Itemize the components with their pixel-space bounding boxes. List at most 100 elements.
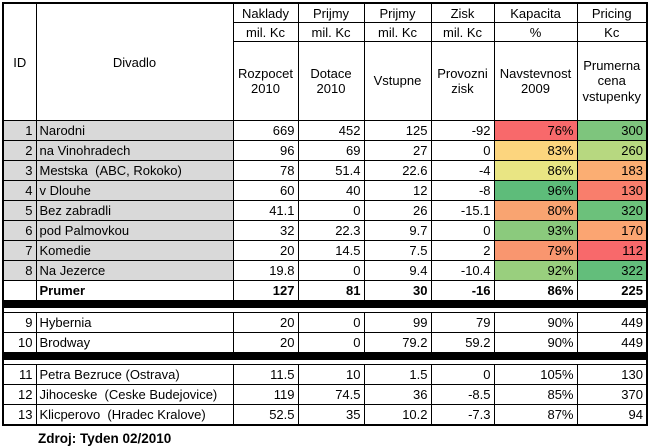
cell-name: Brodway [35, 332, 234, 353]
col-group-pricing: Pricing [576, 2, 648, 23]
table-row: 5 Bez zabradli 41.1 0 26 -15.1 80% 320 [2, 200, 648, 221]
col-group-zisk: Zisk [430, 2, 495, 23]
col-group-prijmy-2: Prijmy [363, 2, 432, 23]
cell-rozpocet: 669 [232, 120, 299, 141]
cell-rozpocet: 20 [232, 332, 299, 353]
header-row-labels: Rozpocet 2010 Dotace 2010 Vstupne Provoz… [3, 41, 648, 121]
cell-id: 10 [2, 332, 37, 353]
cell-pricing: 320 [576, 200, 648, 221]
cell-kapacita: 92% [493, 260, 578, 281]
cell-rozpocet: 96 [232, 140, 299, 161]
cell-dotace: 10 [297, 364, 365, 385]
cell-zisk: 0 [430, 220, 495, 241]
cell-pricing: 322 [576, 260, 648, 281]
cell-zisk: -10.4 [430, 260, 495, 281]
cell-vstupne: 1.5 [363, 364, 432, 385]
col-unit-prijmy-1: mil. Kc [297, 22, 365, 42]
cell-vstupne: 9.7 [363, 220, 432, 241]
cell-vstupne: 30 [363, 280, 432, 301]
cell-dotace: 22.3 [297, 220, 365, 241]
cell-rozpocet: 20 [232, 312, 299, 333]
cell-zisk: -16 [430, 280, 495, 301]
table-row: 10 Brodway 20 0 79.2 59.2 90% 449 [2, 332, 648, 353]
cell-pricing: 370 [576, 384, 648, 405]
cell-id: 5 [2, 200, 37, 221]
col-group-kapacita: Kapacita [493, 2, 578, 23]
col-unit-prijmy-2: mil. Kc [363, 22, 432, 42]
table-row: 7 Komedie 20 14.5 7.5 2 79% 112 [2, 240, 648, 261]
cell-zisk: -7.3 [430, 404, 495, 426]
cell-id: 1 [2, 120, 37, 141]
cell-name: Komedie [35, 240, 234, 261]
cell-id [2, 280, 37, 301]
col-unit-naklady: mil. Kc [232, 22, 299, 42]
col-label-navstevnost: Navstevnost 2009 [493, 41, 578, 121]
cell-vstupne: 99 [363, 312, 432, 333]
section-separator [2, 300, 648, 308]
cell-name: pod Palmovkou [35, 220, 234, 241]
cell-dotace: 69 [297, 140, 365, 161]
cell-zisk: -15.1 [430, 200, 495, 221]
header-row-units: mil. Kc mil. Kc mil. Kc mil. Kc % Kc [3, 22, 648, 42]
cell-vstupne: 27 [363, 140, 432, 161]
cell-id: 4 [2, 180, 37, 201]
cell-name: na Vinohradech [35, 140, 234, 161]
cell-rozpocet: 11.5 [232, 364, 299, 385]
cell-dotace: 51.4 [297, 160, 365, 181]
cell-name: Jihoceske (Ceske Budejovice) [35, 384, 234, 405]
cell-zisk: 79 [430, 312, 495, 333]
cell-kapacita: 87% [493, 404, 578, 426]
col-label-prumerna-cena: Prumerna cena vstupenky [576, 41, 648, 121]
table-row: 8 Na Jezerce 19.8 0 9.4 -10.4 92% 322 [2, 260, 648, 281]
table-row: 4 v Dlouhe 60 40 12 -8 96% 130 [2, 180, 648, 201]
cell-pricing: 94 [576, 404, 648, 426]
cell-zisk: -4 [430, 160, 495, 181]
cell-rozpocet: 127 [232, 280, 299, 301]
cell-vstupne: 10.2 [363, 404, 432, 426]
cell-rozpocet: 60 [232, 180, 299, 201]
cell-zisk: -8.5 [430, 384, 495, 405]
cell-name: Bez zabradli [35, 200, 234, 221]
cell-vstupne: 9.4 [363, 260, 432, 281]
cell-name: Na Jezerce [35, 260, 234, 281]
cell-pricing: 130 [576, 180, 648, 201]
table-row: 1 Narodni 669 452 125 -92 76% 300 [2, 120, 648, 141]
cell-id: 2 [2, 140, 37, 161]
cell-zisk: 0 [430, 364, 495, 385]
table-row: 3 Mestska (ABC, Rokoko) 78 51.4 22.6 -4 … [2, 160, 648, 181]
col-group-naklady: Naklady [232, 2, 299, 23]
cell-vstupne: 26 [363, 200, 432, 221]
cell-id: 7 [2, 240, 37, 261]
cell-kapacita: 90% [493, 312, 578, 333]
cell-pricing: 449 [576, 312, 648, 333]
cell-kapacita: 83% [493, 140, 578, 161]
cell-pricing: 225 [576, 280, 648, 301]
cell-id: 8 [2, 260, 37, 281]
cell-id: 3 [2, 160, 37, 181]
col-group-prijmy-1: Prijmy [297, 2, 365, 23]
cell-name: Petra Bezruce (Ostrava) [35, 364, 234, 385]
cell-vstupne: 36 [363, 384, 432, 405]
cell-dotace: 35 [297, 404, 365, 426]
section-separator [2, 352, 648, 360]
cell-pricing: 260 [576, 140, 648, 161]
source-note: Zdroj: Tyden 02/2010 [38, 431, 172, 446]
cell-name: Hybernia [35, 312, 234, 333]
cell-kapacita: 96% [493, 180, 578, 201]
header-row-groups: ID Divadlo Naklady Prijmy Prijmy Zisk Ka… [2, 2, 648, 121]
cell-kapacita: 76% [493, 120, 578, 141]
cell-id: 13 [2, 404, 37, 426]
table-row: 6 pod Palmovkou 32 22.3 9.7 0 93% 170 [2, 220, 648, 241]
cell-vstupne: 79.2 [363, 332, 432, 353]
cell-dotace: 81 [297, 280, 365, 301]
table-row: 11 Petra Bezruce (Ostrava) 11.5 10 1.5 0… [2, 364, 648, 385]
cell-vstupne: 7.5 [363, 240, 432, 261]
cell-id: 6 [2, 220, 37, 241]
cell-dotace: 0 [297, 260, 365, 281]
col-unit-pricing: Kc [576, 22, 648, 42]
cell-kapacita: 93% [493, 220, 578, 241]
cell-rozpocet: 119 [232, 384, 299, 405]
table-row: 2 na Vinohradech 96 69 27 0 83% 260 [2, 140, 648, 161]
cell-name: Narodni [35, 120, 234, 141]
